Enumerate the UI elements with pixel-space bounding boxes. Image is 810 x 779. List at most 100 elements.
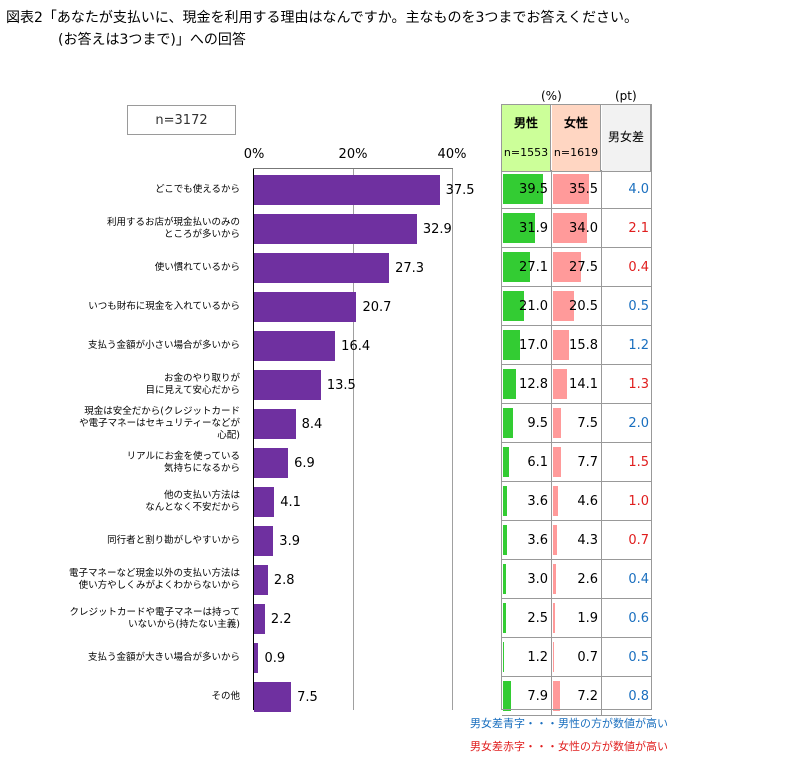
male-value: 9.5 — [527, 416, 548, 431]
category-label-line: ところが多いから — [163, 228, 240, 240]
diff-value: 1.0 — [628, 494, 649, 509]
category-label-line: 気持ちになるから — [163, 462, 240, 474]
female-value: 14.1 — [569, 377, 598, 392]
legend-red: 男女差赤字・・・女性の方が数値が高い — [470, 740, 668, 753]
female-cell: 7.5 — [552, 404, 602, 443]
category-label-line: お金のやり取りが — [163, 372, 240, 384]
female-cell: 4.3 — [552, 521, 602, 560]
diff-cell: 1.2 — [602, 326, 652, 365]
diff-value: 0.4 — [628, 260, 649, 275]
data-label: 6.9 — [294, 455, 315, 471]
legend-blue: 男女差青字・・・男性の方が数値が高い — [470, 717, 668, 730]
category-label: 他の支払い方法は なんとなく不安だから — [145, 490, 240, 514]
male-sample-size: n=1553 — [503, 146, 549, 159]
female-mini-bar — [553, 330, 569, 360]
female-cell: 0.7 — [552, 638, 602, 677]
diff-value: 2.1 — [628, 221, 649, 236]
category-label-line: 現金は安全だから(クレジットカード — [84, 405, 240, 417]
diff-value: 0.4 — [628, 572, 649, 587]
female-mini-bar — [553, 291, 574, 321]
diff-cell: 0.4 — [602, 560, 652, 599]
male-value: 1.2 — [527, 650, 548, 665]
data-label: 4.1 — [280, 494, 301, 510]
male-value: 21.0 — [519, 299, 548, 314]
female-cell: 35.5 — [552, 170, 602, 209]
female-mini-bar — [553, 213, 587, 243]
category-label: 支払う金額が小さい場合が多いから — [88, 340, 240, 352]
x-axis — [253, 168, 453, 169]
diff-value: 1.5 — [628, 455, 649, 470]
y-axis — [253, 168, 254, 710]
sample-size-box: n=3172 — [127, 105, 236, 135]
female-header: 女性 n=1619 — [552, 104, 601, 172]
data-label: 2.2 — [270, 611, 292, 627]
male-value: 2.5 — [527, 611, 548, 626]
category-label: お金のやり取りが 目に見えて安心だから — [145, 373, 240, 397]
male-mini-bar — [503, 603, 506, 633]
diff-cell: 4.0 — [602, 170, 652, 209]
male-cell: 6.1 — [502, 443, 552, 482]
category-label-line: 目に見えて安心だから — [145, 384, 240, 396]
male-cell: 3.6 — [502, 521, 552, 560]
unit-percent: (%) — [541, 89, 562, 103]
diff-cell: 1.3 — [602, 365, 652, 404]
male-cell: 12.8 — [502, 365, 552, 404]
diff-cell: 0.7 — [602, 521, 652, 560]
male-value: 31.9 — [519, 221, 548, 236]
male-header: 男性 n=1553 — [502, 104, 551, 172]
female-cell: 7.2 — [552, 677, 602, 716]
male-value: 39.5 — [519, 182, 548, 197]
male-header-label: 男性 — [513, 116, 538, 130]
category-label-line: いつも財布に現金を入れているから — [88, 300, 240, 312]
male-value: 7.9 — [527, 689, 548, 704]
category-label-line: 支払う金額が小さい場合が多いから — [87, 339, 240, 351]
male-mini-bar — [503, 447, 510, 477]
x-tick-label: 0% — [243, 147, 265, 162]
female-cell: 27.5 — [552, 248, 602, 287]
bar — [254, 330, 336, 361]
bar — [254, 642, 259, 673]
female-cell: 2.6 — [552, 560, 602, 599]
category-label-line: どこでも使えるから — [155, 183, 240, 195]
male-cell: 1.2 — [502, 638, 552, 677]
male-cell: 39.5 — [502, 170, 552, 209]
diff-cell: 0.4 — [602, 248, 652, 287]
female-mini-bar — [553, 525, 558, 555]
female-cell: 1.9 — [552, 599, 602, 638]
male-value: 12.8 — [519, 377, 548, 392]
male-cell: 17.0 — [502, 326, 552, 365]
diff-value: 0.5 — [628, 650, 649, 665]
male-cell: 31.9 — [502, 209, 552, 248]
bar — [254, 525, 274, 556]
chart-title: 図表2「あなたが支払いに、現金を利用する理由はなんですか。主なものを3つまでお答… — [6, 10, 638, 26]
female-mini-bar — [553, 408, 561, 438]
diff-value: 4.0 — [628, 182, 649, 197]
data-label: 32.9 — [422, 221, 452, 237]
category-label: リアルにお金を使っている 気持ちになるから — [127, 451, 240, 475]
category-label-line: 同行者と割り勘がしやすいから — [107, 534, 240, 546]
bar — [254, 564, 268, 595]
bar — [254, 408, 296, 439]
category-label-line: 支払う金額が大きい場合が多いから — [87, 651, 240, 663]
unit-pt: (pt) — [615, 89, 637, 103]
female-cell: 34.0 — [552, 209, 602, 248]
data-label: 3.9 — [279, 533, 300, 549]
female-value: 34.0 — [569, 221, 598, 236]
male-cell: 2.5 — [502, 599, 552, 638]
category-label-line: 使い慣れているから — [154, 261, 240, 273]
diff-value: 2.0 — [628, 416, 649, 431]
male-value: 3.0 — [527, 572, 548, 587]
bar — [254, 291, 357, 322]
bar — [254, 174, 440, 205]
female-mini-bar — [553, 369, 568, 399]
male-cell: 27.1 — [502, 248, 552, 287]
female-cell: 7.7 — [552, 443, 602, 482]
female-value: 0.7 — [577, 650, 598, 665]
category-label: 利用するお店が現金払いのみの ところが多いから — [107, 217, 240, 241]
female-mini-bar — [553, 564, 556, 594]
diff-value: 1.2 — [628, 338, 649, 353]
female-mini-bar — [553, 681, 561, 711]
female-cell: 20.5 — [552, 287, 602, 326]
female-value: 7.7 — [577, 455, 598, 470]
female-mini-bar — [553, 642, 554, 672]
